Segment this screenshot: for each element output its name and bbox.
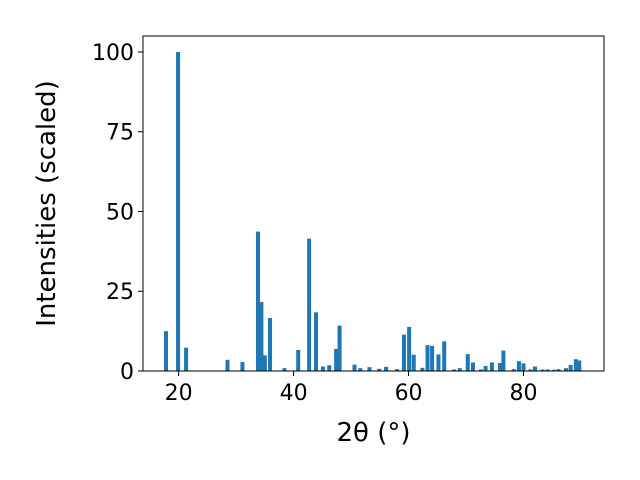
bar-44 <box>533 366 538 371</box>
bar-51 <box>573 359 578 371</box>
y-tick-label-4: 100 <box>92 41 134 66</box>
bar-9 <box>282 368 287 371</box>
bar-41 <box>516 361 521 371</box>
y-tick-label-3: 75 <box>106 121 134 146</box>
y-tick-label-1: 25 <box>106 280 134 305</box>
bar-47 <box>551 369 556 371</box>
bar-26 <box>420 367 425 371</box>
bar-14 <box>327 365 332 371</box>
plot-background <box>143 36 604 371</box>
bar-45 <box>540 369 545 371</box>
bar-46 <box>545 369 550 371</box>
bar-48 <box>556 369 561 371</box>
x-axis-label: 2θ (°) <box>336 418 410 448</box>
bar-39 <box>501 350 506 371</box>
bar-12 <box>314 312 319 371</box>
bar-31 <box>451 369 456 371</box>
bar-43 <box>528 369 533 371</box>
bar-36 <box>483 365 488 371</box>
x-tick-label-1: 40 <box>280 381 308 406</box>
plot-area: 20 40 60 80 0 25 50 75 100 <box>92 35 605 406</box>
bar-18 <box>358 368 363 371</box>
y-axis-label: Intensities (scaled) <box>32 80 62 327</box>
x-tick-label-2: 60 <box>395 381 423 406</box>
x-axis-ticks: 20 40 60 80 <box>165 371 538 406</box>
bar-32 <box>457 368 462 371</box>
bar-25 <box>411 354 416 371</box>
y-tick-label-0: 0 <box>120 360 134 385</box>
y-axis-ticks: 0 25 50 75 100 <box>92 41 143 385</box>
bar-1 <box>176 51 181 371</box>
x-tick-label-3: 80 <box>510 381 538 406</box>
bar-33 <box>465 354 470 371</box>
bar-19 <box>367 367 372 371</box>
bar-4 <box>240 362 245 371</box>
bar-21 <box>384 366 389 371</box>
x-tick-label-0: 20 <box>165 381 193 406</box>
bar-23 <box>401 334 406 371</box>
bar-35 <box>478 369 483 371</box>
bar-13 <box>320 366 325 371</box>
bar-7 <box>262 355 267 371</box>
bar-10 <box>296 349 301 371</box>
bar-27 <box>425 345 430 371</box>
bar-15 <box>334 348 339 371</box>
bar-24 <box>407 326 412 371</box>
bar-52 <box>577 360 582 371</box>
bar-16 <box>337 325 342 371</box>
bar-28 <box>430 345 435 371</box>
bar-5 <box>255 231 260 371</box>
bar-42 <box>521 363 526 371</box>
bar-0 <box>163 331 168 371</box>
bar-3 <box>225 359 230 371</box>
bar-40 <box>511 369 516 371</box>
plot-frame <box>142 35 605 372</box>
bar-37 <box>489 362 494 371</box>
bar-17 <box>352 364 357 371</box>
bar-11 <box>307 238 312 371</box>
bar-38 <box>497 363 502 371</box>
bar-49 <box>564 368 569 371</box>
bar-8 <box>268 318 273 371</box>
bar-series <box>163 51 582 371</box>
bar-22 <box>395 369 400 371</box>
y-tick-label-2: 50 <box>106 200 134 225</box>
bar-29 <box>436 354 441 371</box>
bar-2 <box>184 347 189 371</box>
bar-20 <box>377 368 382 371</box>
bar-6 <box>259 302 264 371</box>
bar-50 <box>568 364 573 371</box>
bar-34 <box>470 362 475 371</box>
bar-30 <box>442 341 447 371</box>
